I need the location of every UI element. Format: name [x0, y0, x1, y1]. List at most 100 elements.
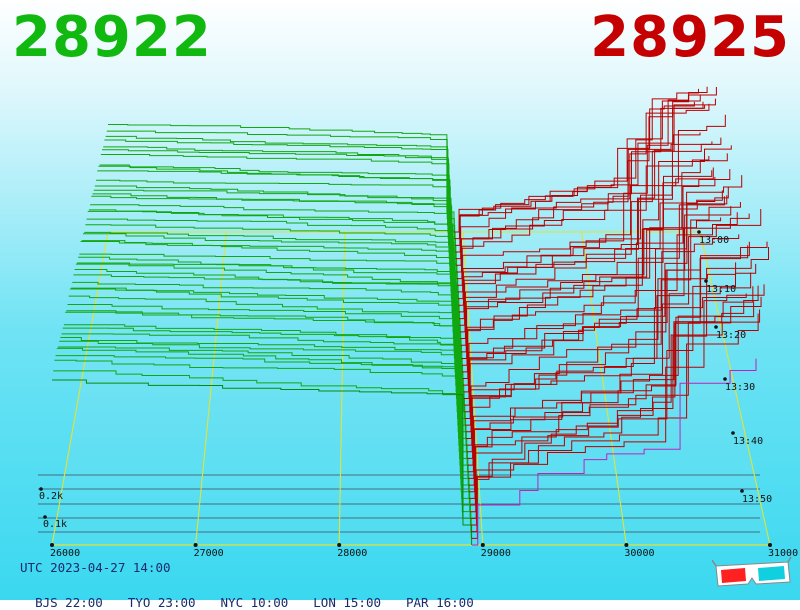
x-tick-label: 28000 — [337, 548, 367, 559]
x-grid-line — [581, 231, 627, 546]
ask-depth-line — [454, 132, 701, 233]
time-tick-label: 13:40 — [733, 436, 763, 447]
ask-depth-line — [469, 296, 762, 506]
x-tick-label: 31000 — [768, 548, 798, 559]
ask-depth-line — [462, 145, 732, 373]
ask-depth-line — [468, 301, 755, 479]
bid-depth-line — [82, 233, 463, 372]
ask-depth-line — [459, 137, 722, 326]
x-tick-label: 27000 — [194, 548, 224, 559]
ask-depth-line — [462, 195, 728, 386]
ask-depth-line — [463, 196, 725, 393]
time-tick-label: 13:20 — [716, 330, 746, 341]
ask-depth-line — [464, 234, 740, 406]
best-ask-price: 28925 — [590, 5, 790, 70]
x-tick-label: 26000 — [50, 548, 80, 559]
ask-depth-line — [455, 101, 704, 246]
time-tick-label: 13:10 — [706, 284, 736, 295]
bid-depth-line — [73, 274, 466, 426]
ask-depth-line — [470, 313, 759, 526]
ask-depth-line — [460, 114, 726, 346]
ask-depth-line — [456, 105, 706, 266]
bid-depth-line — [60, 336, 470, 499]
bid-depth-line — [62, 327, 469, 486]
bid-depth-line — [65, 311, 468, 472]
time-tick-label: 13:50 — [742, 494, 772, 505]
ask-depth-line — [467, 272, 752, 459]
bid-depth-line — [104, 139, 456, 252]
ask-depth-line — [470, 209, 762, 513]
ask-depth-line — [472, 358, 757, 546]
x-tick-label: 30000 — [624, 548, 654, 559]
y-tick-marker — [39, 487, 43, 491]
bid-depth-line — [72, 281, 466, 432]
ask-depth-line — [471, 247, 770, 539]
x-tick-marker — [768, 543, 772, 547]
clock-beijing: BJS 22:00 — [35, 595, 103, 610]
ask-depth-line — [456, 155, 710, 280]
best-bid-price: 28922 — [12, 5, 212, 70]
bid-depth-line — [85, 224, 462, 359]
3d-glasses-icon[interactable] — [712, 556, 792, 590]
utc-time: UTC 2023-04-27 14:00 — [20, 560, 171, 575]
bid-depth-line — [84, 231, 462, 366]
ask-depth-line — [465, 201, 741, 433]
bid-depth-line — [52, 379, 473, 545]
ask-depth-line — [459, 190, 723, 333]
clock-new-york: NYC 10:00 — [220, 595, 289, 610]
ask-depth-line — [469, 285, 759, 493]
time-tick-label: 13:30 — [725, 382, 755, 393]
bid-depth-line — [87, 210, 461, 346]
clock-paris: PAR 16:00 — [406, 595, 474, 610]
time-tick-marker — [731, 431, 735, 435]
clock-london: LON 15:00 — [313, 595, 381, 610]
bid-depth-line — [86, 218, 462, 352]
x-grid-line — [699, 231, 771, 546]
bid-depth-line — [105, 135, 456, 246]
bid-depth-line — [99, 164, 458, 279]
bid-depth-line — [57, 346, 471, 512]
x-tick-marker — [50, 543, 54, 547]
ask-depth-line — [457, 141, 713, 286]
bid-depth-line — [90, 204, 461, 332]
x-tick-marker — [624, 543, 629, 547]
bid-depth-line — [56, 347, 471, 519]
bid-depth-line — [92, 193, 460, 319]
time-tick-marker — [704, 279, 708, 283]
bid-depth-line — [61, 333, 470, 492]
time-tick-label: 13:00 — [699, 235, 729, 246]
bid-depth-line — [68, 295, 467, 452]
bid-depth-line — [91, 195, 460, 326]
bid-depth-line — [106, 130, 455, 239]
x-grid-line — [195, 231, 227, 546]
ask-depth-series — [454, 86, 770, 546]
bid-depth-line — [102, 149, 457, 266]
x-tick-label: 29000 — [481, 548, 511, 559]
bid-depth-line — [59, 340, 470, 506]
bid-depth-line — [80, 240, 464, 386]
time-tick-marker — [723, 377, 727, 381]
bid-depth-line — [67, 304, 468, 459]
world-clocks: BJS 22:00 TYO 23:00 NYC 10:00 LON 15:00 PAR … — [20, 580, 499, 610]
ask-depth-line — [461, 217, 722, 353]
bid-depth-line — [108, 124, 455, 232]
bid-depth-line — [78, 256, 464, 399]
ask-depth-line — [461, 187, 729, 360]
ask-depth-line — [463, 212, 738, 399]
ask-depth-line — [470, 284, 765, 519]
x-tick-marker — [480, 543, 485, 547]
x-tick-marker — [337, 543, 342, 547]
time-tick-marker — [740, 489, 744, 493]
x-tick-marker — [193, 543, 198, 547]
ask-depth-line — [466, 293, 747, 439]
y-tick-marker — [43, 515, 47, 519]
time-tick-marker — [714, 325, 718, 329]
bid-depth-line — [71, 287, 467, 439]
bid-depth-line — [79, 253, 464, 392]
clock-tokyo: TYO 23:00 — [127, 595, 196, 610]
ask-depth-line — [455, 94, 701, 253]
ask-depth-line — [457, 167, 714, 293]
ask-depth-line — [471, 241, 768, 533]
bid-depth-line — [54, 359, 472, 532]
